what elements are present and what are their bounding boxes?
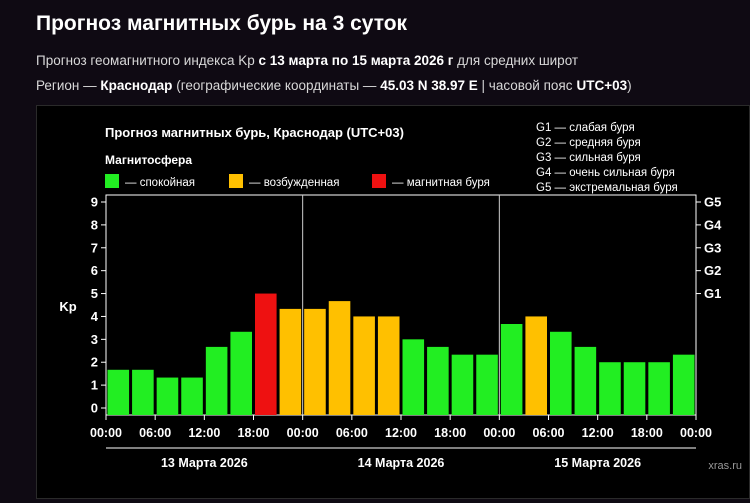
- kp-bar: [623, 362, 646, 415]
- chart-title: Прогноз магнитных бурь, Краснодар (UTC+0…: [105, 125, 404, 140]
- legend-label-excited: — возбужденная: [249, 177, 339, 189]
- kp-bar: [672, 354, 695, 415]
- g-tick-label: G1: [704, 286, 721, 301]
- kp-bar: [574, 346, 597, 415]
- x-tick-label: 06:00: [336, 426, 368, 440]
- kp-bar: [279, 308, 302, 415]
- kp-bar: [107, 369, 130, 415]
- kp-bar: [377, 316, 400, 415]
- watermark: xras.ru: [708, 460, 742, 472]
- y-tick-label: 7: [91, 240, 98, 255]
- y-tick-label: 3: [91, 332, 98, 347]
- day-label: 14 Марта 2026: [358, 456, 445, 470]
- y-tick-label: 0: [91, 401, 98, 416]
- y-tick-label: 8: [91, 217, 98, 232]
- x-tick-label: 18:00: [631, 426, 663, 440]
- kp-bar: [353, 316, 375, 415]
- kp-bar: [156, 377, 179, 415]
- y-tick-label: 6: [91, 263, 98, 278]
- kp-bar: [181, 377, 203, 415]
- kp-bar: [648, 362, 670, 415]
- y-tick-label: 5: [91, 286, 98, 301]
- kp-bar: [525, 316, 547, 415]
- y-axis-label: Kp: [59, 299, 76, 314]
- x-tick-label: 12:00: [188, 426, 220, 440]
- g-tick-label: G5: [704, 195, 721, 210]
- g-scale-legend-item: G4 — очень сильная буря: [536, 167, 675, 179]
- region-coords-prefix: (географические координаты —: [176, 78, 377, 93]
- legend-swatch-calm: [105, 174, 119, 188]
- kp-bar: [304, 308, 326, 415]
- legend-title: Магнитосфера: [105, 153, 192, 167]
- x-tick-label: 00:00: [287, 426, 319, 440]
- x-tick-label: 06:00: [533, 426, 565, 440]
- region-line: Регион — Краснодар (географические коорд…: [36, 78, 632, 93]
- kp-bar: [550, 331, 572, 415]
- kp-bar: [500, 324, 523, 415]
- legend-swatch-storm: [372, 174, 386, 188]
- region-close: ): [627, 78, 632, 93]
- x-tick-label: 00:00: [680, 426, 712, 440]
- region-tz: UTC+03: [576, 78, 628, 93]
- region-prefix: Регион —: [36, 78, 97, 93]
- y-tick-label: 9: [91, 195, 98, 210]
- kp-bar: [230, 331, 252, 415]
- g-tick-label: G4: [704, 217, 722, 232]
- kp-bar: [476, 354, 498, 415]
- region-tz-prefix: | часовой пояс: [481, 78, 573, 93]
- region-coords: 45.03 N 38.97 E: [380, 78, 478, 93]
- legend-swatch-excited: [229, 174, 243, 188]
- x-tick-label: 00:00: [90, 426, 122, 440]
- g-scale-legend-item: G2 — средняя буря: [536, 137, 641, 149]
- kp-bar: [427, 346, 449, 415]
- x-tick-label: 18:00: [434, 426, 466, 440]
- x-tick-label: 00:00: [483, 426, 515, 440]
- kp-bar: [255, 293, 277, 415]
- kp-bar: [205, 346, 228, 415]
- x-tick-label: 12:00: [582, 426, 614, 440]
- chart-panel: Прогноз магнитных бурь, Краснодар (UTC+0…: [36, 105, 750, 499]
- x-tick-label: 06:00: [139, 426, 171, 440]
- y-tick-label: 1: [91, 378, 98, 393]
- g-scale-legend-item: G1 — слабая буря: [536, 122, 635, 134]
- kp-bar: [328, 301, 351, 415]
- page-title: Прогноз магнитных бурь на 3 суток: [36, 12, 408, 35]
- kp-bar: [451, 354, 474, 415]
- region-city: Краснодар: [100, 78, 173, 93]
- g-scale-legend-item: G5 — экстремальная буря: [536, 182, 678, 194]
- legend-label-storm: — магнитная буря: [392, 177, 490, 189]
- g-tick-label: G2: [704, 263, 721, 278]
- forecast-period-range: с 13 марта по 15 марта 2026 г: [258, 53, 454, 68]
- day-label: 13 Марта 2026: [161, 456, 248, 470]
- g-tick-label: G3: [704, 240, 721, 255]
- y-tick-label: 2: [91, 355, 98, 370]
- forecast-period-line: Прогноз геомагнитного индекса Kp с 13 ма…: [36, 53, 578, 68]
- legend-label-calm: — спокойная: [125, 177, 195, 189]
- x-tick-label: 12:00: [385, 426, 417, 440]
- kp-bar: [402, 339, 425, 415]
- kp-forecast-chart: Прогноз магнитных бурь, Краснодар (UTC+0…: [59, 122, 742, 472]
- kp-bar: [599, 362, 621, 415]
- day-label: 15 Марта 2026: [554, 456, 641, 470]
- g-scale-legend-item: G3 — сильная буря: [536, 152, 641, 164]
- kp-bar: [132, 369, 154, 415]
- y-tick-label: 4: [91, 309, 99, 324]
- forecast-period-suffix: для средних широт: [457, 53, 579, 68]
- x-tick-label: 18:00: [238, 426, 270, 440]
- forecast-period-prefix: Прогноз геомагнитного индекса Kp: [36, 53, 255, 68]
